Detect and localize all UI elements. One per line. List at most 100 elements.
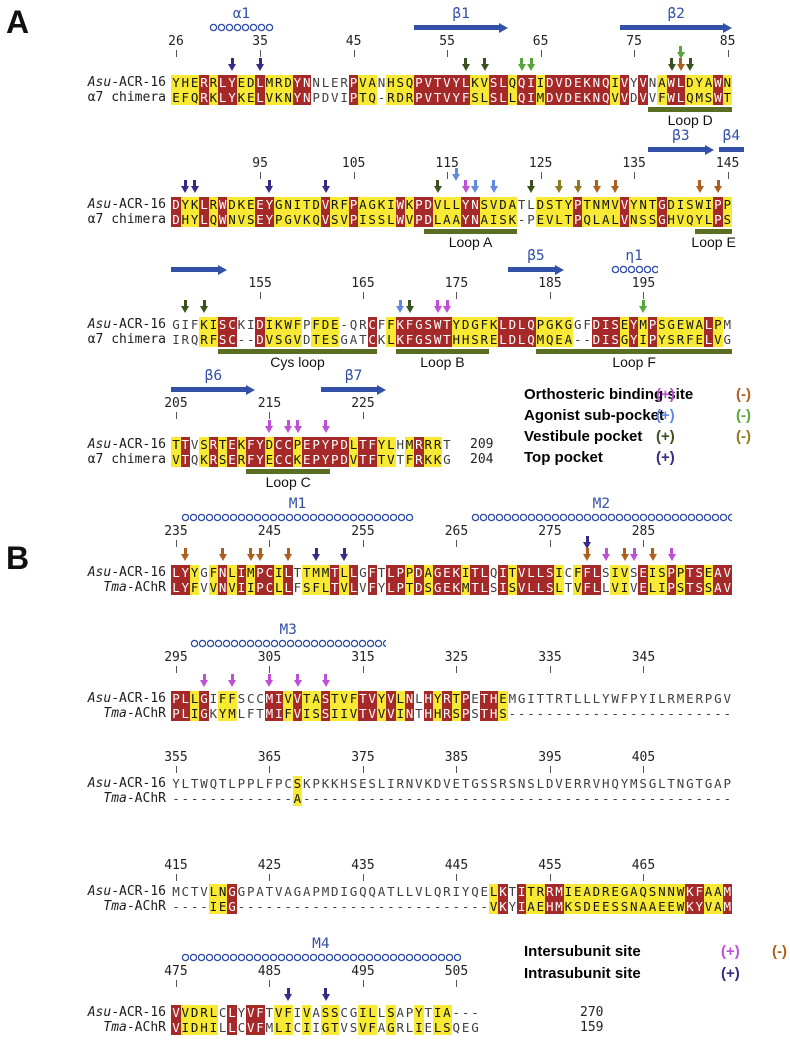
residue-cell: K <box>685 899 695 914</box>
residue-cell: T <box>330 565 340 580</box>
residue-cell: Q <box>471 884 479 899</box>
site-arrow-stem <box>267 674 271 680</box>
site-arrow-stem <box>398 300 402 306</box>
residue-cell: W <box>218 197 228 212</box>
residue-cell: - <box>527 706 535 721</box>
site-arrow-stem <box>576 180 580 186</box>
residue-cell: T <box>358 90 368 105</box>
residue-cell: - <box>424 899 433 914</box>
residue-tick <box>269 980 271 987</box>
residue-number: 35 <box>252 34 268 49</box>
residue-cell: I <box>460 565 471 580</box>
residue-cell: - <box>704 706 713 721</box>
residue-cell: - <box>340 899 348 914</box>
residue-cell: G <box>414 317 424 332</box>
residue-cell: I <box>563 884 574 899</box>
residue-cell: I <box>535 75 546 90</box>
residue-cell: N <box>227 212 237 227</box>
site-arrow-stem <box>436 180 440 186</box>
site-arrow-head <box>181 306 190 313</box>
residue-cell: H <box>545 899 555 914</box>
residue-cell: E <box>666 899 676 914</box>
residue-cell: Y <box>320 452 331 467</box>
residue-cell: D <box>498 197 508 212</box>
site-arrow-head <box>592 186 601 193</box>
residue-cell: S <box>274 332 284 347</box>
residue-cell: E <box>302 437 312 452</box>
site-arrow-brown <box>284 548 293 562</box>
residue-cell: G <box>666 317 676 332</box>
residue-number: 425 <box>257 858 282 873</box>
residue-cell: A <box>311 691 321 706</box>
residue-cell: V <box>592 776 601 791</box>
residue-cell: P <box>312 776 320 791</box>
residue-cell: Y <box>694 212 704 227</box>
residue-cell: E <box>573 884 583 899</box>
residue-cell: I <box>339 706 349 721</box>
residue-cell: M <box>227 706 237 721</box>
residue-cell: A <box>647 899 658 914</box>
site-arrow-dkgreen <box>686 58 695 72</box>
panel-label-a: A <box>6 4 30 40</box>
residue-cell: M <box>722 899 732 914</box>
residue-cell: V <box>246 1020 256 1035</box>
residue-cell: P <box>527 212 535 227</box>
residue-cell: V <box>723 691 732 706</box>
residue-cell: T <box>695 776 703 791</box>
site-arrow-dkgreen <box>405 300 414 314</box>
residue-cell: - <box>723 706 732 721</box>
residue-cell: D <box>460 317 471 332</box>
residue-cell: S <box>311 706 321 721</box>
beta-strand-shaft <box>507 267 555 272</box>
residue-cell: P <box>573 212 583 227</box>
loop-label: Loop D <box>667 112 713 128</box>
site-arrow-head <box>611 186 620 193</box>
residue-cell: - <box>639 791 647 806</box>
residue-cell: F <box>255 1020 265 1035</box>
residue-cell: I <box>340 884 348 899</box>
residue-cell: - <box>190 899 199 914</box>
site-arrow-stem <box>342 548 346 554</box>
sequence-label: Asu-ACR-16 <box>87 75 166 90</box>
loop-underline <box>246 469 331 474</box>
residue-cell: L <box>377 776 386 791</box>
residue-cell: I <box>246 317 255 332</box>
site-arrow-head <box>284 426 293 433</box>
residue-cell: I <box>647 565 658 580</box>
residue-cell: V <box>619 75 630 90</box>
residue-cell: K <box>292 452 303 467</box>
beta-strand-shaft <box>171 387 247 392</box>
residue-tick <box>269 766 271 773</box>
residue-cell: L <box>554 580 564 595</box>
site-arrow-head <box>228 680 237 687</box>
site-arrow-magenta <box>284 420 293 434</box>
residue-cell: L <box>479 565 489 580</box>
residue-cell: P <box>330 437 340 452</box>
residue-cell: - <box>246 899 255 914</box>
residue-cell: T <box>330 1020 340 1035</box>
residue-cell: Q <box>208 212 219 227</box>
residue-cell: - <box>331 899 339 914</box>
residue-cell: - <box>714 706 722 721</box>
residue-cell: P <box>348 197 359 212</box>
residue-cell: Y <box>508 899 517 914</box>
residue-cell: D <box>591 317 602 332</box>
residue-cell: I <box>330 706 340 721</box>
residue-tick <box>362 540 364 547</box>
loop-underline <box>423 229 518 234</box>
residue-cell: K <box>451 565 461 580</box>
site-arrow-stem <box>286 548 290 554</box>
residue-cell: S <box>647 212 658 227</box>
residue-cell: V <box>171 1020 181 1035</box>
residue-cell: S <box>657 565 667 580</box>
residue-cell: F <box>246 437 256 452</box>
site-arrow-head <box>396 306 405 313</box>
residue-cell: C <box>283 452 293 467</box>
residue-cell: T <box>396 452 404 467</box>
residue-cell: A <box>526 899 536 914</box>
residue-cell: V <box>423 90 433 105</box>
residue-cell: - <box>620 791 629 806</box>
residue-cell: L <box>274 580 284 595</box>
residue-cell: E <box>471 691 479 706</box>
